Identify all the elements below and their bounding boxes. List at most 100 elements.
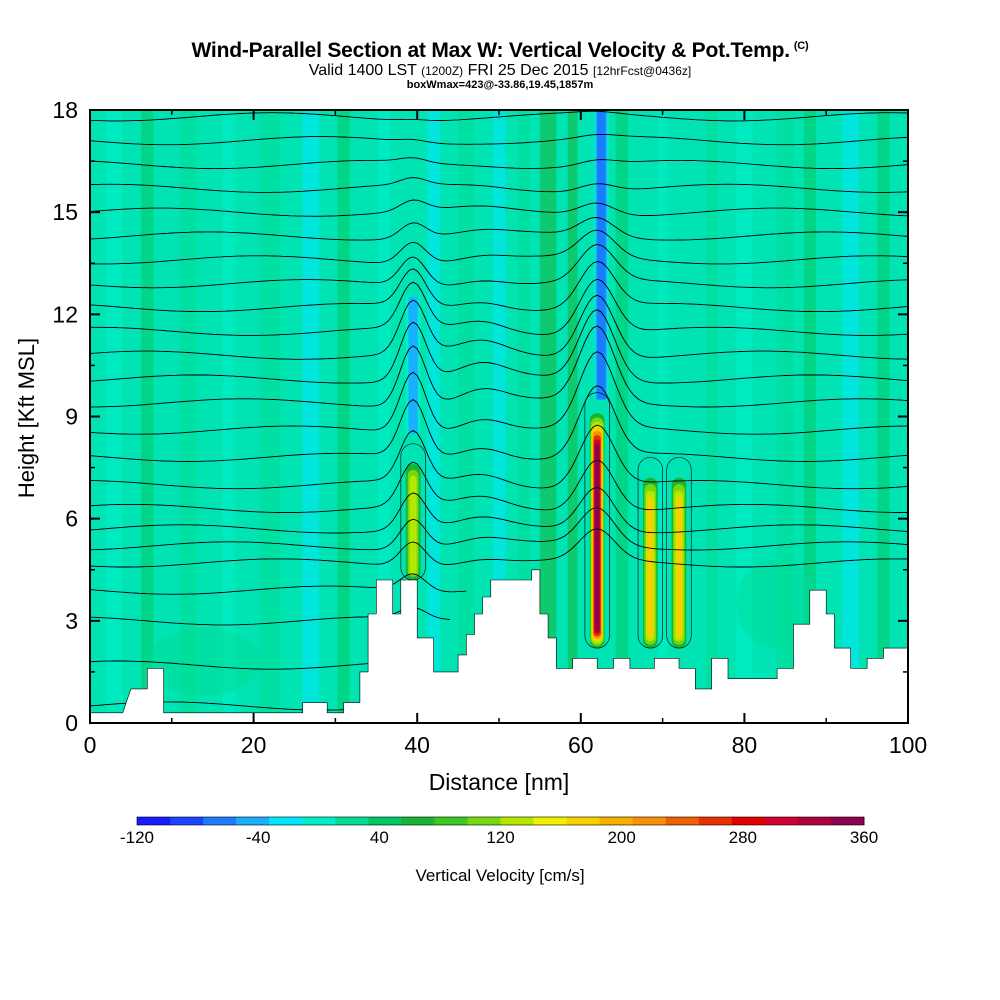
colorbar-swatch	[368, 817, 402, 825]
velocity-contour	[666, 457, 692, 649]
shading-streak	[803, 110, 816, 723]
isentrope-line	[90, 133, 908, 146]
isentrope-line	[90, 528, 908, 568]
colorbar-swatch	[467, 817, 501, 825]
valid-time: Valid 1400 LST	[308, 62, 417, 79]
isentrope-line	[90, 244, 908, 289]
chart-subtitle: Valid 1400 LST (1200Z) FRI 25 Dec 2015 […	[0, 63, 1000, 79]
x-tick-label: 40	[404, 732, 430, 758]
isentrope-line	[90, 261, 908, 313]
shading-streak	[877, 110, 890, 723]
isentrope-line	[90, 177, 908, 193]
velocity-shading	[106, 110, 890, 723]
updraft-core	[409, 475, 417, 574]
plot-area	[90, 110, 908, 723]
x-tick-label: 60	[568, 732, 594, 758]
isentrope-line	[90, 385, 908, 462]
chart-title-block: Wind-Parallel Section at Max W: Vertical…	[0, 34, 1000, 91]
colorbar-swatch	[665, 817, 700, 825]
colorbar: -120 -40 40 120 200 280 360	[120, 816, 878, 847]
shading-streak	[458, 110, 475, 723]
velocity-contour	[584, 392, 610, 649]
isentrope-line	[90, 658, 401, 670]
isentrope-line	[90, 573, 467, 595]
axes: 0 20 40 60 80 100 0 3 6 9 12 15 18	[52, 97, 927, 758]
shading-streak	[337, 110, 350, 723]
colorbar-swatch	[269, 817, 303, 825]
isentropes	[90, 110, 908, 711]
shading-streak	[141, 110, 154, 723]
colorbar-swatch	[632, 817, 667, 825]
x-tick-label: 80	[732, 732, 758, 758]
downdraft-band	[597, 110, 606, 400]
shading-blob	[147, 627, 262, 696]
y-tick-label: 3	[65, 608, 78, 634]
isentrope-line	[90, 487, 908, 534]
isentrope-line	[90, 459, 908, 513]
colorbar-tick-label: 120	[486, 828, 514, 847]
shading-streak	[705, 110, 718, 723]
colorbar-tick-label: -40	[246, 828, 271, 847]
shading-streak	[657, 110, 668, 723]
updraft-core	[647, 496, 654, 638]
colorbar-swatch	[302, 817, 336, 825]
shading-streak	[842, 110, 859, 723]
shading-streak	[539, 110, 557, 723]
colorbar-tick-label: 200	[607, 828, 635, 847]
isentrope-line	[90, 110, 908, 122]
shading-streak	[378, 110, 391, 723]
colorbar-swatch	[698, 817, 733, 825]
downdraft-band	[408, 297, 418, 434]
terrain	[90, 569, 908, 723]
y-tick-label: 9	[65, 404, 78, 430]
valid-date: FRI 25 Dec 2015	[467, 62, 589, 79]
colorbar-swatch	[137, 817, 171, 825]
chart-title-text: Wind-Parallel Section at Max W: Vertical…	[191, 39, 791, 62]
isentrope-line	[90, 325, 908, 408]
colorbar-tick-label: -120	[120, 828, 154, 847]
shading-streak	[179, 110, 197, 723]
shading-streak	[615, 110, 628, 723]
isentrope-line	[90, 424, 908, 490]
colorbar-swatch	[599, 817, 634, 825]
colorbar-swatch	[335, 817, 369, 825]
colorbar-swatch	[500, 817, 535, 825]
isentrope-line	[90, 351, 908, 435]
isentrope-line	[90, 199, 908, 217]
y-tick-label: 6	[65, 506, 78, 532]
y-tick-label: 12	[52, 301, 78, 327]
x-axis-label: Distance [nm]	[429, 769, 570, 795]
isentrope-line	[90, 157, 908, 170]
isentrope-line	[90, 278, 908, 336]
velocity-contour	[637, 457, 663, 649]
shading-streak	[302, 110, 320, 723]
copyright-mark: (C)	[793, 40, 809, 52]
shading-streak	[106, 110, 123, 723]
colorbar-swatch	[434, 817, 468, 825]
x-tick-label: 100	[889, 732, 927, 758]
updraft-core	[676, 496, 682, 638]
colorbar-tick-label: 360	[850, 828, 878, 847]
shading-streak	[567, 110, 578, 723]
colorbar-swatch	[731, 817, 766, 825]
colorbar-swatch	[764, 817, 799, 825]
shading-streak	[222, 110, 236, 723]
shading-streak	[259, 110, 281, 723]
x-tick-label: 20	[241, 732, 267, 758]
y-tick-label: 18	[52, 97, 78, 123]
x-tick-label: 0	[84, 732, 97, 758]
isentrope-line	[90, 229, 908, 265]
colorbar-swatch	[797, 817, 832, 825]
colorbar-tick-label: 280	[729, 828, 757, 847]
colorbar-swatch	[830, 817, 865, 825]
shading-streak	[517, 110, 530, 723]
isentrope-line	[90, 294, 908, 360]
colorbar-label: Vertical Velocity [cm/s]	[415, 866, 584, 885]
colorbar-swatch	[203, 817, 237, 825]
isentrope-line	[90, 507, 908, 551]
isentrope-line	[90, 217, 908, 241]
chart-title: Wind-Parallel Section at Max W: Vertical…	[0, 34, 1000, 63]
colorbar-frame	[136, 816, 865, 826]
utc-time: (1200Z)	[421, 64, 464, 78]
